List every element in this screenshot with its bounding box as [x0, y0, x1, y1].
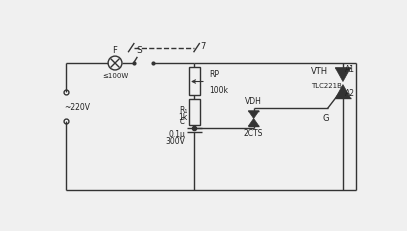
- Text: ≤100W: ≤100W: [102, 72, 128, 78]
- Text: ~220V: ~220V: [64, 102, 90, 111]
- Polygon shape: [335, 68, 351, 82]
- Text: S: S: [137, 46, 142, 55]
- Text: R₁: R₁: [179, 105, 187, 114]
- Text: 100k: 100k: [209, 85, 228, 94]
- Text: F: F: [113, 46, 118, 55]
- Text: G: G: [323, 114, 329, 123]
- Bar: [189, 100, 200, 125]
- Text: 1k: 1k: [178, 112, 187, 121]
- Text: 2CTS: 2CTS: [244, 129, 263, 138]
- Polygon shape: [335, 85, 351, 99]
- Text: C: C: [180, 116, 185, 125]
- Text: A2: A2: [344, 88, 354, 97]
- Polygon shape: [248, 111, 259, 119]
- Text: TLC221B: TLC221B: [311, 83, 341, 89]
- Text: 7: 7: [201, 42, 206, 51]
- Text: 0.1μ: 0.1μ: [168, 130, 185, 139]
- Text: RP: RP: [209, 70, 219, 79]
- Polygon shape: [248, 119, 259, 127]
- Text: VTH: VTH: [311, 67, 328, 76]
- Text: 300V: 300V: [165, 137, 185, 146]
- Bar: [189, 68, 200, 96]
- Text: A1: A1: [344, 64, 354, 73]
- Text: VDH: VDH: [245, 96, 262, 105]
